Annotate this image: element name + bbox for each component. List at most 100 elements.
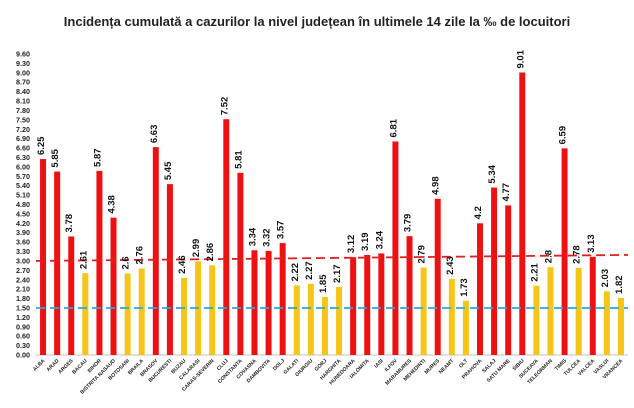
y-tick-label: 0.00 bbox=[16, 351, 30, 360]
x-tick-label: IASI bbox=[373, 358, 385, 370]
y-tick-label: 4.50 bbox=[16, 209, 30, 218]
threshold-line-high bbox=[35, 254, 629, 262]
data-label: 2.86 bbox=[205, 243, 216, 262]
data-label: 6.25 bbox=[36, 136, 47, 155]
y-tick-label: 7.50 bbox=[16, 115, 30, 124]
data-label: 3.79 bbox=[403, 214, 414, 233]
bar bbox=[462, 300, 469, 355]
y-tick-label: 9.00 bbox=[16, 68, 30, 77]
bar bbox=[561, 148, 568, 355]
data-label: 3.57 bbox=[276, 221, 287, 240]
bar bbox=[40, 159, 47, 355]
data-label: 3.78 bbox=[64, 214, 75, 233]
data-label: 4.38 bbox=[107, 195, 118, 213]
bar bbox=[82, 273, 89, 355]
bar bbox=[364, 254, 371, 355]
data-label: 3.13 bbox=[586, 234, 597, 253]
y-tick-label: 3.90 bbox=[16, 228, 30, 237]
data-label: 9.01 bbox=[515, 49, 526, 68]
y-tick-label: 6.90 bbox=[16, 134, 30, 143]
bar bbox=[336, 286, 343, 355]
data-label: 5.85 bbox=[50, 148, 61, 167]
data-label: 3.19 bbox=[360, 232, 371, 251]
data-label: 2.17 bbox=[332, 264, 343, 283]
data-label: 3.32 bbox=[262, 228, 273, 247]
bar bbox=[350, 257, 357, 355]
data-label: 6.63 bbox=[149, 125, 160, 144]
data-label: 4.2 bbox=[473, 206, 484, 219]
data-label: 2.21 bbox=[529, 263, 540, 282]
bar bbox=[181, 277, 187, 355]
bar bbox=[279, 243, 286, 355]
bar bbox=[54, 171, 61, 355]
data-label: 3.34 bbox=[247, 227, 258, 246]
data-label: 2.8 bbox=[543, 250, 554, 263]
y-tick-label: 7.20 bbox=[16, 125, 30, 134]
bar bbox=[420, 267, 427, 355]
y-tick-label: 2.40 bbox=[16, 275, 30, 284]
data-label: 2.46 bbox=[177, 255, 188, 274]
data-label: 7.52 bbox=[219, 97, 230, 116]
y-axis: 0.000.300.600.901.201.501.802.102.402.70… bbox=[16, 50, 628, 360]
data-label: 2.76 bbox=[135, 246, 146, 265]
bar bbox=[293, 285, 300, 355]
bar bbox=[124, 273, 131, 355]
data-label: 2.79 bbox=[417, 245, 428, 264]
y-tick-label: 5.40 bbox=[16, 181, 30, 190]
y-tick-label: 4.20 bbox=[16, 219, 30, 228]
y-tick-label: 2.10 bbox=[16, 285, 30, 294]
y-tick-label: 5.70 bbox=[16, 172, 30, 181]
bar bbox=[603, 291, 610, 355]
y-tick-label: 3.30 bbox=[16, 247, 30, 256]
data-label: 2.27 bbox=[304, 261, 315, 280]
data-label: 1.73 bbox=[459, 278, 470, 297]
data-label: 2.22 bbox=[290, 263, 301, 282]
bar bbox=[251, 250, 258, 355]
bar bbox=[96, 170, 103, 355]
data-label: 2.61 bbox=[78, 250, 89, 269]
y-tick-label: 4.80 bbox=[16, 200, 30, 209]
data-label: 5.87 bbox=[92, 148, 103, 167]
y-tick-label: 9.30 bbox=[16, 59, 30, 68]
bar bbox=[448, 278, 455, 355]
bar bbox=[589, 256, 596, 355]
y-tick-label: 0.90 bbox=[16, 322, 30, 331]
bar bbox=[392, 141, 399, 355]
y-tick-label: 0.60 bbox=[16, 332, 30, 341]
bar bbox=[519, 72, 526, 355]
y-tick-label: 3.60 bbox=[16, 238, 30, 247]
data-label: 2.99 bbox=[191, 239, 202, 258]
data-label: 2.03 bbox=[600, 269, 611, 288]
bar bbox=[152, 147, 159, 355]
bar bbox=[491, 187, 498, 355]
y-tick-label: 3.00 bbox=[16, 256, 30, 265]
bar bbox=[547, 267, 554, 355]
y-tick-label: 1.20 bbox=[16, 313, 30, 322]
bar bbox=[237, 172, 244, 355]
bar bbox=[477, 223, 483, 355]
y-tick-label: 8.10 bbox=[16, 97, 30, 106]
y-tick-label: 2.70 bbox=[16, 266, 30, 275]
data-label: 3.12 bbox=[346, 235, 357, 254]
data-label: 5.45 bbox=[163, 161, 174, 180]
data-label: 5.81 bbox=[233, 150, 244, 169]
y-tick-label: 6.00 bbox=[16, 162, 30, 171]
data-label: 1.82 bbox=[614, 275, 625, 294]
bar bbox=[378, 253, 385, 355]
y-tick-label: 1.50 bbox=[16, 303, 30, 312]
bar bbox=[209, 265, 216, 355]
y-tick-label: 5.10 bbox=[16, 191, 30, 200]
bar bbox=[505, 205, 512, 355]
threshold-lines bbox=[35, 254, 629, 309]
data-label: 2.78 bbox=[572, 245, 583, 264]
bar bbox=[321, 296, 328, 355]
y-tick-label: 7.80 bbox=[16, 106, 30, 115]
data-label: 6.59 bbox=[558, 126, 569, 145]
data-label: 4.77 bbox=[501, 183, 512, 202]
bar bbox=[434, 198, 441, 355]
y-tick-label: 9.60 bbox=[16, 50, 30, 59]
bar bbox=[166, 184, 173, 355]
bar bbox=[138, 268, 145, 355]
